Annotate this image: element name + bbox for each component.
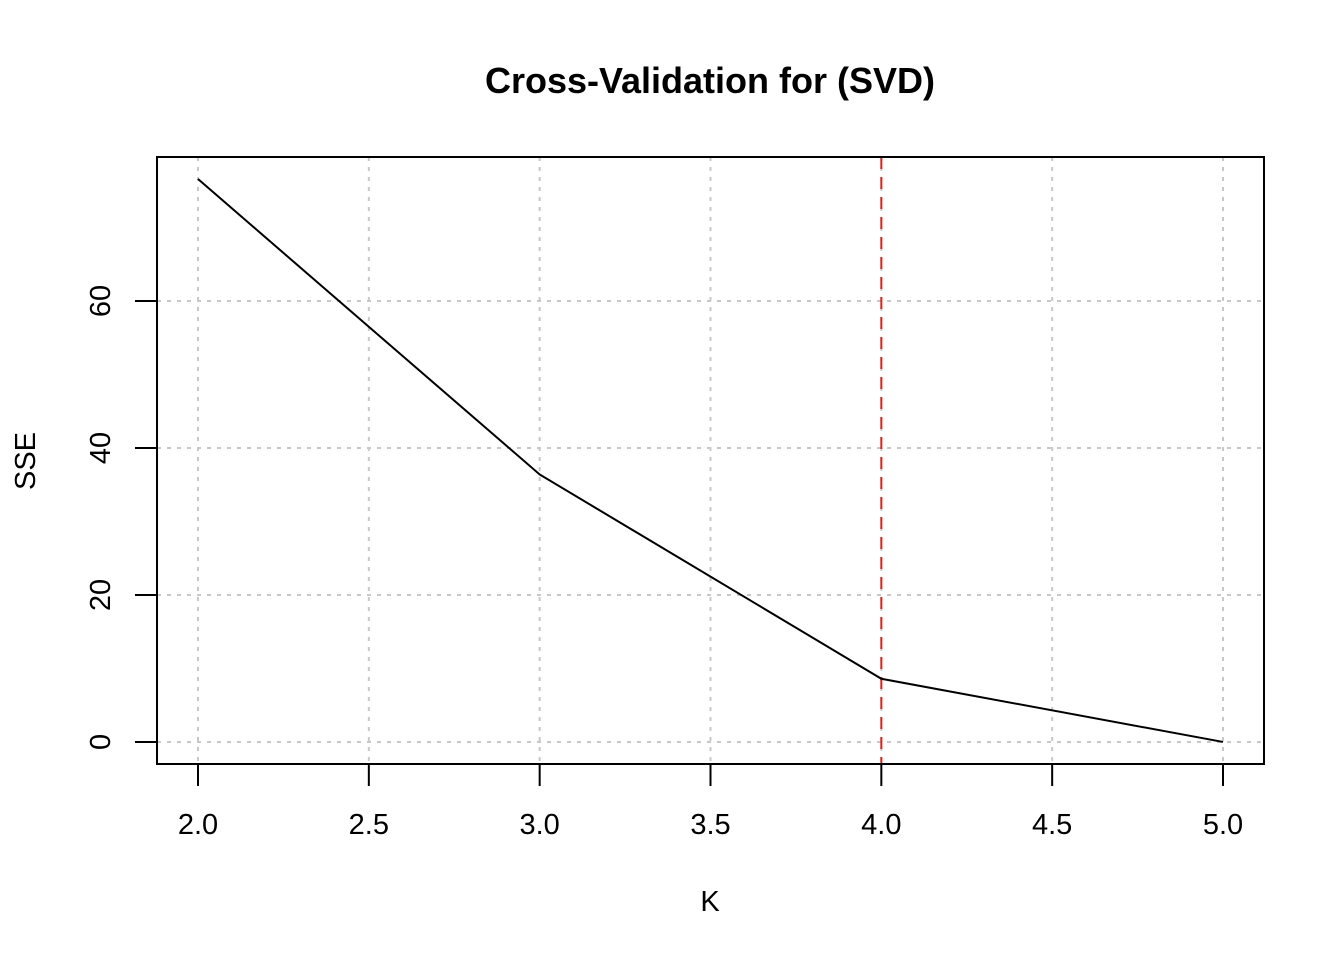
grid-horizontal-lines [157, 300, 1264, 743]
y-axis: 0 20 40 60 [85, 285, 158, 750]
x-axis-label: K [700, 886, 720, 918]
sse-line [197, 178, 1224, 743]
x-tick-label-1: 2.5 [349, 809, 389, 841]
x-tick-label-2: 3.0 [520, 809, 560, 841]
chart-title: Cross-Validation for (SVD) [485, 60, 935, 101]
x-axis: 2.0 2.5 3.0 3.5 4.0 4.5 5.0 [178, 763, 1243, 841]
y-tick-label-0: 0 [85, 734, 117, 750]
y-tick-label-3: 60 [85, 285, 117, 317]
x-tick-label-5: 4.5 [1032, 809, 1072, 841]
y-tick-label-2: 40 [85, 432, 117, 464]
y-axis-label: SSE [10, 432, 42, 490]
y-tick-label-1: 20 [85, 579, 117, 611]
grid-vertical-lines [197, 157, 1224, 764]
x-tick-label-4: 4.0 [861, 809, 901, 841]
x-tick-label-3: 3.5 [690, 809, 730, 841]
x-tick-label-6: 5.0 [1203, 809, 1243, 841]
x-tick-label-0: 2.0 [178, 809, 218, 841]
